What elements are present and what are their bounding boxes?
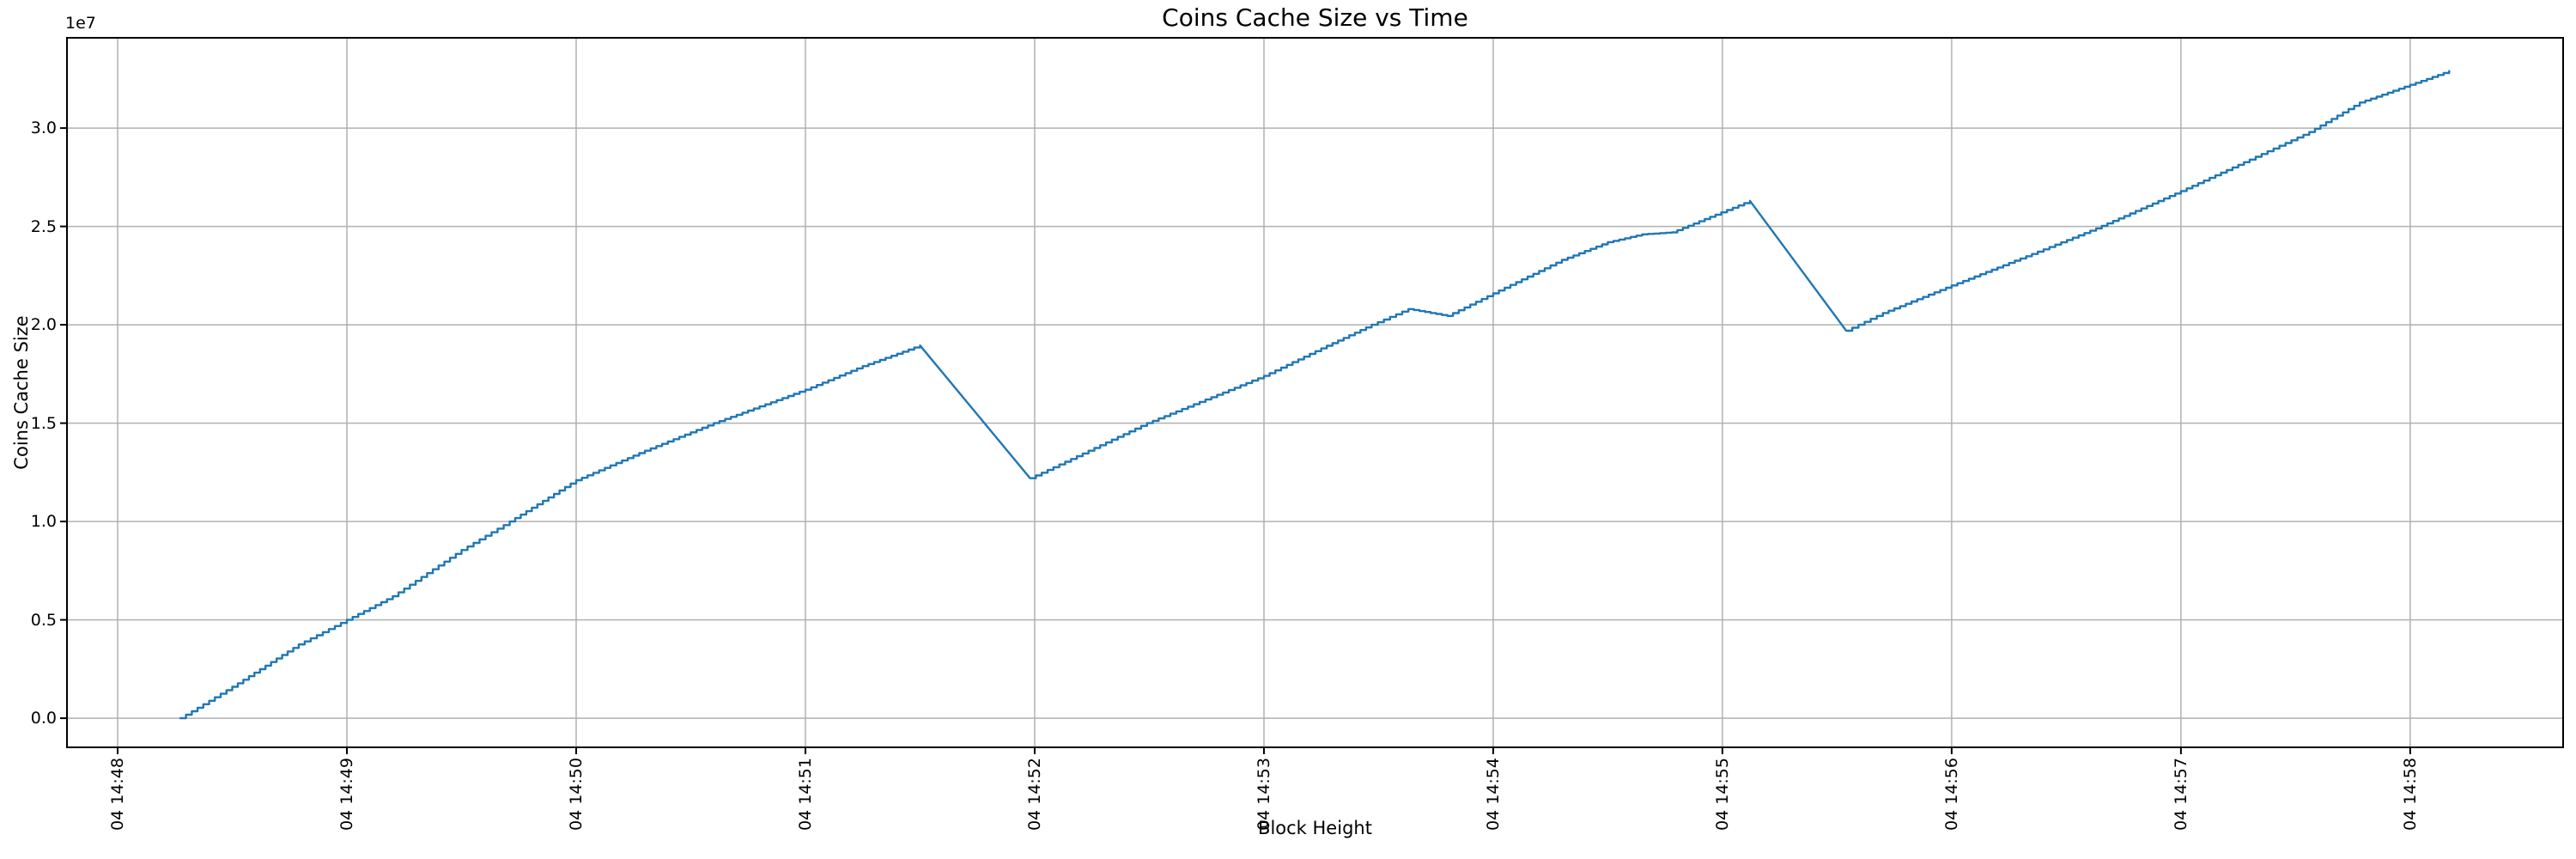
grid-lines: [67, 38, 2563, 747]
y-axis-offset-label: 1e7: [65, 14, 96, 33]
y-tick-label: 0.0: [30, 709, 57, 728]
y-tick-label: 0.5: [30, 610, 57, 630]
tick-marks: [60, 127, 2411, 754]
x-tick-label: 04 14:57: [2171, 758, 2190, 831]
y-tick-label: 1.0: [30, 512, 57, 532]
x-tick-label: 04 14:48: [108, 758, 127, 831]
x-tick-label: 04 14:55: [1712, 758, 1732, 831]
x-tick-label: 04 14:58: [2400, 758, 2420, 831]
y-tick-label: 3.0: [30, 119, 57, 138]
x-tick-label: 04 14:54: [1484, 758, 1503, 831]
y-axis-label: Coins Cache Size: [11, 315, 32, 470]
x-tick-label: 04 14:49: [337, 758, 356, 831]
y-tick-label: 2.5: [30, 216, 57, 236]
x-tick-label: 04 14:52: [1025, 758, 1044, 831]
series-line: [179, 70, 2451, 720]
chart-title: Coins Cache Size vs Time: [1162, 3, 1468, 32]
axes-spines: [66, 37, 2564, 748]
x-axis-label: Block Height: [1258, 818, 1372, 838]
x-tick-label: 04 14:50: [567, 758, 586, 831]
y-tick-label: 2.0: [30, 315, 57, 335]
x-tick-label: 04 14:51: [796, 758, 815, 831]
x-tick-label: 04 14:56: [1941, 758, 1961, 831]
y-tick-label: 1.5: [30, 413, 57, 433]
x-tick-label: 04 14:53: [1255, 758, 1273, 831]
